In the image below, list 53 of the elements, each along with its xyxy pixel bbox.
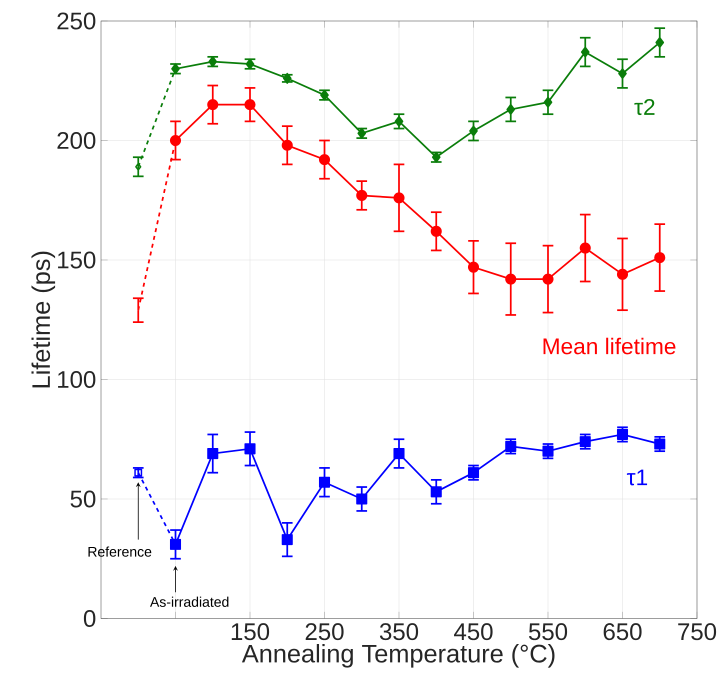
- series-label: τ1: [626, 470, 648, 486]
- x-tick-label: 450: [454, 623, 493, 640]
- y-tick-label: 100: [58, 370, 96, 388]
- text: Mean lifetime: [544, 338, 676, 354]
- point: [430, 486, 442, 498]
- annotation: Reference: [88, 546, 152, 557]
- point: [356, 493, 368, 505]
- x-tick-label: 550: [528, 623, 568, 640]
- series-label: τ2: [634, 99, 654, 116]
- point: [505, 274, 516, 285]
- point: [207, 448, 218, 460]
- point: [282, 140, 293, 151]
- point: [616, 428, 628, 440]
- point: [468, 262, 480, 273]
- x-axis-title: Annealing Temperature (°C): [242, 644, 554, 668]
- x-tick-label: 750: [678, 623, 716, 640]
- point: [282, 534, 293, 546]
- y-tick-label: 250: [57, 12, 96, 30]
- point: [170, 134, 182, 146]
- point: [618, 68, 627, 80]
- point: [505, 440, 516, 452]
- y-tick-label: 0: [84, 610, 96, 627]
- point: [469, 125, 478, 136]
- point: [542, 446, 554, 457]
- point: [393, 192, 405, 204]
- x-tick-label: 250: [306, 623, 344, 640]
- point: [506, 104, 516, 115]
- point: [542, 274, 554, 285]
- point: [580, 46, 590, 58]
- point: [207, 99, 218, 110]
- point: [580, 436, 591, 448]
- point: [244, 443, 256, 454]
- point: [580, 242, 591, 254]
- point: [468, 467, 480, 478]
- point: [356, 190, 368, 201]
- point: [655, 36, 664, 48]
- y-axis-title: Lifetime (ps): [31, 252, 56, 388]
- point: [654, 252, 666, 264]
- point: [616, 268, 628, 280]
- x-tick-label: 350: [380, 623, 418, 640]
- point: [393, 448, 405, 460]
- point: [394, 116, 404, 127]
- point: [430, 226, 442, 237]
- y-tick-label: 200: [57, 132, 96, 149]
- annotation: As-irradiated: [150, 596, 228, 607]
- point: [544, 96, 552, 108]
- point: [318, 154, 330, 166]
- y-tick-label: 50: [70, 490, 96, 508]
- point: [318, 476, 330, 488]
- y-tick-label: 150: [58, 251, 96, 268]
- x-tick-label: 150: [232, 623, 270, 640]
- point: [244, 99, 256, 110]
- x-tick-label: 650: [604, 623, 642, 640]
